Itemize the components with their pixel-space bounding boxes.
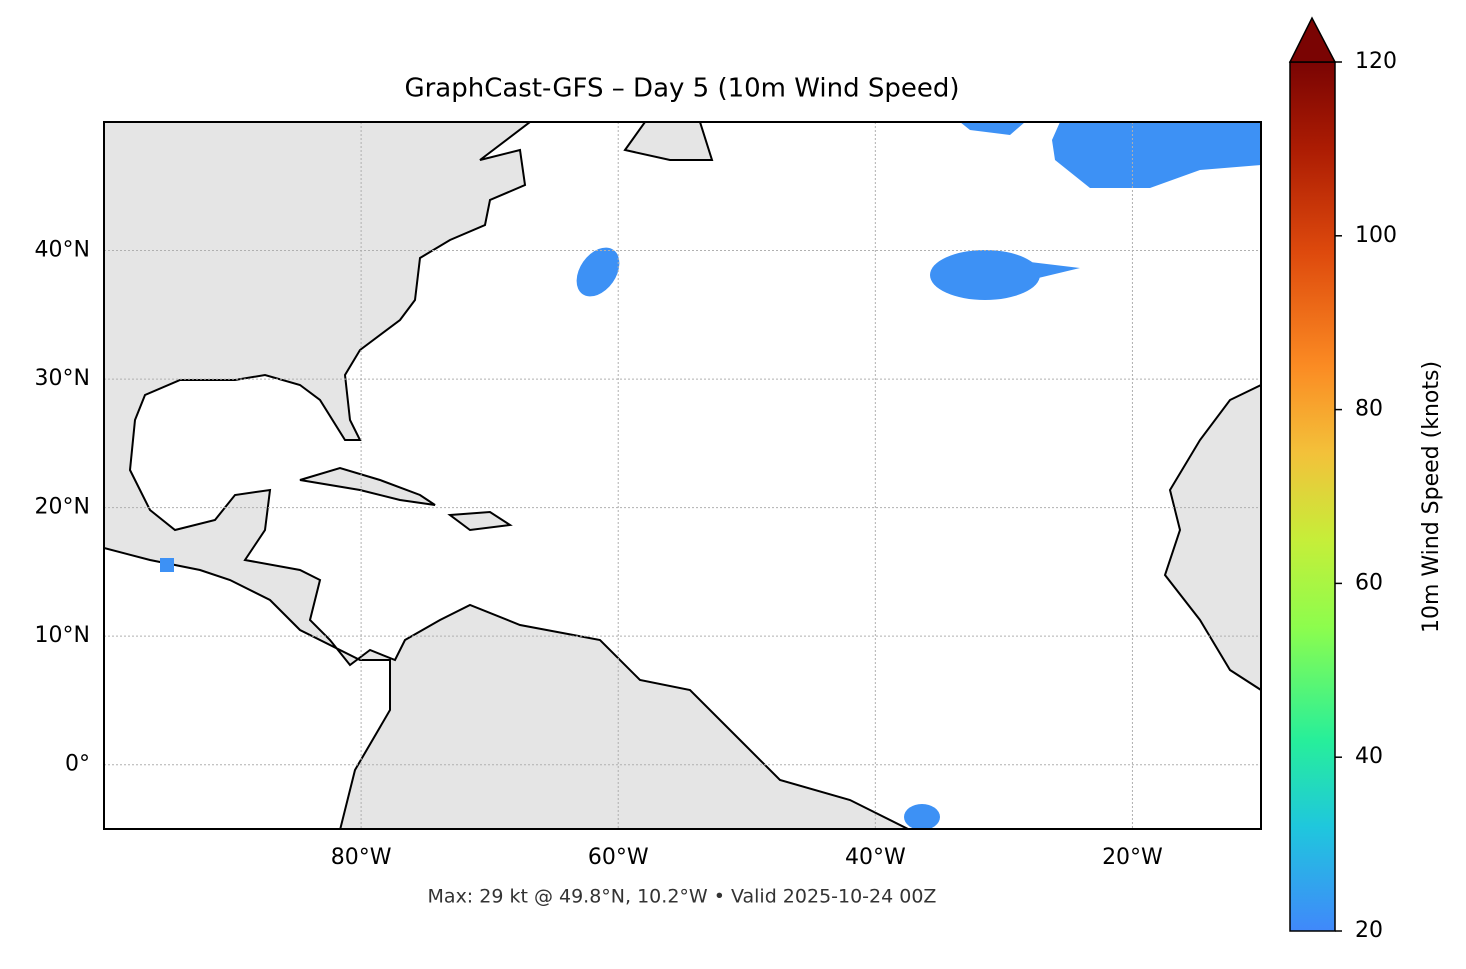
wind-area xyxy=(1052,122,1261,188)
y-tick-label: 40°N xyxy=(35,238,90,263)
x-tick-label: 40°W xyxy=(845,845,906,870)
x-tick-label: 60°W xyxy=(588,845,649,870)
colorbar-tick-label: 100 xyxy=(1355,223,1397,248)
land xyxy=(299,466,436,506)
x-tick-label: 80°W xyxy=(331,845,392,870)
wind-area xyxy=(576,247,620,297)
land xyxy=(623,122,714,161)
colorbar-tick-label: 120 xyxy=(1355,49,1397,74)
colorbar-tick-label: 60 xyxy=(1355,570,1383,595)
wind-area xyxy=(930,250,1040,300)
land xyxy=(447,510,513,532)
map xyxy=(104,122,1261,829)
land xyxy=(1163,383,1261,692)
wind-area xyxy=(1030,262,1080,280)
footer: Max: 29 kt @ 49.8°N, 10.2°W • Valid 2025… xyxy=(428,886,937,908)
y-tick-label: 30°N xyxy=(35,366,90,391)
y-tick-label: 20°N xyxy=(35,495,90,520)
wind-area xyxy=(960,122,1025,135)
colorbar-tick-label: 40 xyxy=(1355,744,1383,769)
colorbar-extend xyxy=(1288,16,1337,63)
colorbar-tick-label: 80 xyxy=(1355,397,1383,422)
colorbar-tick-label: 20 xyxy=(1355,918,1383,943)
y-tick-label: 0° xyxy=(65,752,90,777)
colorbar xyxy=(1289,61,1336,932)
wind-area xyxy=(160,558,174,572)
chart-title: GraphCast-GFS – Day 5 (10m Wind Speed) xyxy=(404,74,959,104)
colorbar-label: 10m Wind Speed (knots) xyxy=(1419,361,1444,633)
land xyxy=(104,122,911,829)
map-frame xyxy=(103,121,1262,830)
x-tick-label: 20°W xyxy=(1102,845,1163,870)
wind-area xyxy=(904,804,940,829)
y-tick-label: 10°N xyxy=(35,623,90,648)
